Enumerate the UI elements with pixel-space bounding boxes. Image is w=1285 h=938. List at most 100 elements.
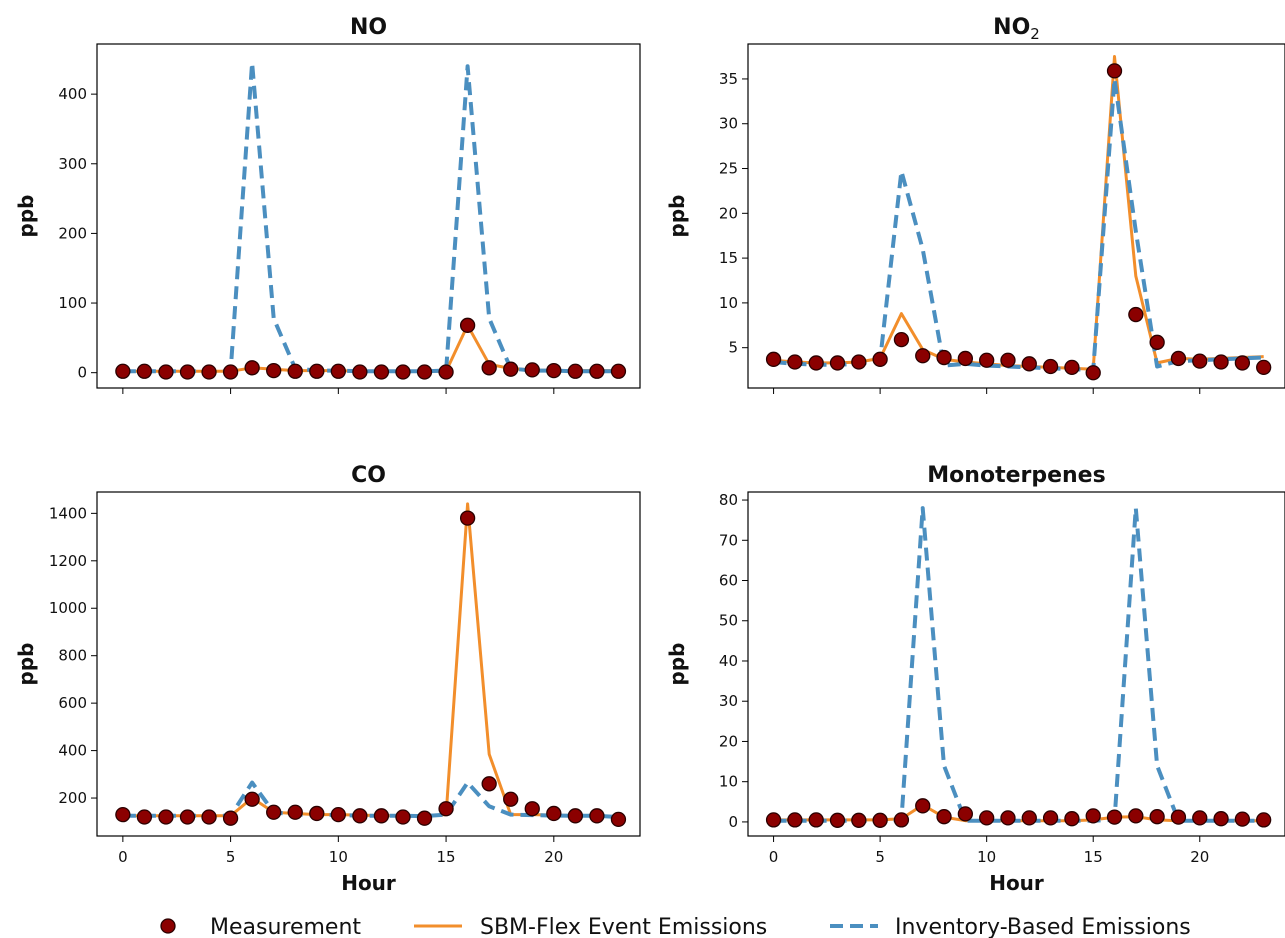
measurement-point: [309, 805, 325, 822]
measurement-point: [438, 364, 454, 380]
measurement-point: [765, 351, 782, 367]
measurement-point: [1021, 356, 1037, 372]
measurement-point: [1106, 63, 1123, 79]
y-axis-label: ppb: [14, 195, 38, 238]
series-line-inventory: [773, 506, 1264, 823]
y-tick-label: 70: [719, 531, 738, 549]
measurement-point: [115, 363, 131, 379]
y-tick-label: 25: [719, 160, 738, 178]
measurement-point: [829, 812, 846, 828]
measurement-point: [979, 810, 995, 826]
measurement-point: [503, 361, 519, 377]
series-line-inventory: [773, 76, 1264, 373]
series-line-inventory: [122, 780, 619, 819]
measurement-point: [481, 360, 497, 376]
y-axis-label: ppb: [14, 643, 38, 686]
measurement-point: [979, 352, 995, 368]
y-tick-label: 20: [719, 204, 738, 222]
measurement-point: [416, 810, 433, 826]
x-axis-label: Hour: [989, 871, 1044, 895]
measurement-point: [893, 812, 910, 828]
y-tick-label: 200: [58, 789, 87, 807]
measurement-point: [201, 364, 217, 380]
measurement-point: [287, 363, 303, 379]
series-line-inventory: [122, 60, 619, 374]
y-tick-label: 50: [719, 612, 738, 630]
measurement-point: [136, 809, 153, 825]
y-tick-label: 300: [58, 155, 87, 173]
plot-area: [115, 60, 627, 380]
measurement-point: [459, 510, 476, 526]
measurement-point: [395, 364, 411, 380]
measurement-point: [1213, 354, 1229, 370]
measurement-point: [589, 363, 605, 379]
y-tick-label: 600: [58, 694, 87, 712]
measurement-point: [957, 350, 974, 367]
y-tick-label: 100: [58, 294, 87, 312]
panel-4: Monoterpenes 0 10 20 30 40 50 60 70 80 0 5 10 15 20 ppb…: [665, 463, 1285, 895]
x-tick-label: 5: [226, 848, 236, 866]
measurement-point: [352, 808, 368, 824]
x-tick-label: 5: [875, 848, 885, 866]
plot-area: [765, 55, 1272, 381]
panel-title-subscript: 2: [1030, 25, 1040, 43]
measurement-point: [1149, 809, 1165, 825]
x-tick-label: 0: [118, 848, 128, 866]
measurement-point: [915, 798, 931, 814]
legend-marker-measurement: [160, 918, 176, 934]
measurement-point: [851, 812, 867, 828]
panel-title: Monoterpenes: [927, 463, 1105, 488]
x-tick-label: 20: [544, 848, 563, 866]
measurement-point: [1149, 334, 1165, 350]
y-tick-label: 400: [58, 742, 87, 760]
measurement-point: [1213, 811, 1229, 827]
measurement-point: [1000, 810, 1016, 826]
measurement-point: [1170, 809, 1187, 825]
measurement-point: [222, 810, 239, 826]
measurement-point: [851, 354, 867, 370]
measurement-point: [503, 791, 519, 807]
y-tick-label: 10: [719, 294, 738, 312]
measurement-point: [459, 317, 476, 333]
measurement-point: [244, 791, 260, 807]
y-tick-label: 400: [58, 85, 87, 103]
series-line-sbm-flex: [122, 323, 619, 373]
measurement-point: [1256, 812, 1272, 828]
y-tick-label: 1400: [49, 504, 87, 522]
measurement-point: [201, 809, 217, 825]
measurement-point: [936, 809, 952, 825]
panel-title: NO: [350, 15, 387, 40]
measurement-point: [610, 363, 627, 379]
measurement-point: [524, 362, 540, 378]
y-tick-label: 40: [719, 652, 738, 670]
x-tick-label: 10: [329, 848, 348, 866]
y-tick-label: 30: [719, 115, 738, 133]
measurement-point: [115, 806, 131, 823]
plot-area: [765, 506, 1272, 828]
legend-label-sbm-flex: SBM-Flex Event Emissions: [480, 915, 767, 938]
measurement-point: [309, 363, 325, 379]
y-tick-label: 20: [719, 732, 738, 750]
measurement-point: [787, 812, 803, 828]
y-tick-label: 0: [728, 813, 738, 831]
panel-2: NO2 5 10 15 20 25 30 35 ppb: [665, 15, 1285, 394]
y-tick-label: 15: [719, 249, 738, 267]
measurement-point: [808, 355, 824, 371]
panel-3: CO 200 400 600 800 1000 1200 1400 0 5 10 15 20 ppb Hou…: [14, 463, 641, 895]
y-tick-label: 30: [719, 692, 738, 710]
measurement-point: [1000, 352, 1016, 368]
measurement-point: [1192, 810, 1208, 826]
x-axis-label: Hour: [341, 871, 396, 895]
x-tick-label: 10: [977, 848, 996, 866]
measurement-point: [481, 776, 497, 792]
measurement-point: [1064, 359, 1080, 376]
x-tick-label: 15: [1084, 848, 1103, 866]
y-tick-label: 80: [719, 491, 738, 509]
y-tick-label: 1000: [49, 599, 87, 617]
measurement-point: [1170, 350, 1187, 367]
measurement-point: [1042, 810, 1059, 826]
measurement-point: [1042, 358, 1059, 375]
measurement-point: [957, 806, 974, 822]
measurement-point: [373, 364, 390, 380]
legend: Measurement SBM-Flex Event Emissions Inven…: [160, 915, 1191, 938]
